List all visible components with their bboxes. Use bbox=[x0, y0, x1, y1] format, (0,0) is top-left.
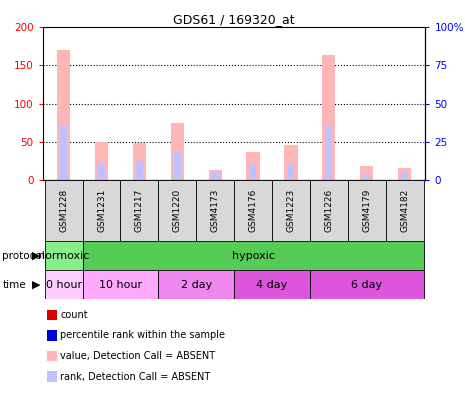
Bar bbox=[250, 164, 257, 180]
Text: rank, Detection Call = ABSENT: rank, Detection Call = ABSENT bbox=[60, 371, 211, 382]
Bar bbox=[287, 164, 294, 180]
Bar bbox=[45, 241, 83, 270]
Title: GDS61 / 169320_at: GDS61 / 169320_at bbox=[173, 13, 295, 26]
Bar bbox=[348, 180, 385, 241]
Text: GSM1226: GSM1226 bbox=[325, 189, 333, 232]
Bar bbox=[385, 180, 424, 241]
Text: time: time bbox=[2, 280, 26, 289]
Bar bbox=[120, 180, 159, 241]
Bar bbox=[60, 126, 67, 180]
Text: 4 day: 4 day bbox=[256, 280, 288, 289]
Bar bbox=[136, 162, 143, 180]
Text: GSM4173: GSM4173 bbox=[211, 189, 219, 232]
Bar bbox=[171, 124, 184, 180]
Bar bbox=[326, 126, 332, 180]
Bar bbox=[360, 166, 373, 180]
Bar bbox=[57, 50, 70, 180]
Text: percentile rank within the sample: percentile rank within the sample bbox=[60, 330, 226, 341]
Bar bbox=[363, 174, 370, 180]
Bar bbox=[208, 170, 222, 180]
Text: 10 hour: 10 hour bbox=[99, 280, 142, 289]
Bar bbox=[98, 164, 105, 180]
Text: GSM4182: GSM4182 bbox=[400, 189, 409, 232]
Bar bbox=[83, 180, 120, 241]
Text: ▶: ▶ bbox=[32, 251, 40, 261]
Bar bbox=[322, 55, 335, 180]
Text: GSM1223: GSM1223 bbox=[286, 189, 295, 232]
Bar bbox=[398, 168, 411, 180]
Text: GSM1228: GSM1228 bbox=[59, 189, 68, 232]
Bar bbox=[310, 180, 348, 241]
Text: 0 hour: 0 hour bbox=[46, 280, 82, 289]
Text: GSM4179: GSM4179 bbox=[362, 189, 371, 232]
Bar bbox=[83, 241, 424, 270]
Text: hypoxic: hypoxic bbox=[232, 251, 274, 261]
Bar bbox=[45, 270, 83, 299]
Text: 2 day: 2 day bbox=[180, 280, 212, 289]
Bar bbox=[246, 152, 260, 180]
Text: count: count bbox=[60, 310, 88, 320]
Bar bbox=[83, 270, 159, 299]
Bar bbox=[95, 142, 108, 180]
Text: protocol: protocol bbox=[2, 251, 45, 261]
Text: 6 day: 6 day bbox=[351, 280, 382, 289]
Bar bbox=[234, 270, 310, 299]
Bar bbox=[310, 270, 424, 299]
Bar bbox=[174, 152, 181, 180]
Bar bbox=[272, 180, 310, 241]
Text: normoxic: normoxic bbox=[38, 251, 89, 261]
Bar bbox=[159, 180, 196, 241]
Bar bbox=[159, 270, 234, 299]
Text: value, Detection Call = ABSENT: value, Detection Call = ABSENT bbox=[60, 351, 216, 361]
Text: GSM1231: GSM1231 bbox=[97, 189, 106, 232]
Bar bbox=[133, 143, 146, 180]
Bar bbox=[234, 180, 272, 241]
Bar bbox=[196, 180, 234, 241]
Bar bbox=[45, 180, 83, 241]
Text: ▶: ▶ bbox=[32, 280, 40, 289]
Bar bbox=[401, 172, 408, 180]
Text: GSM1217: GSM1217 bbox=[135, 189, 144, 232]
Text: GSM4176: GSM4176 bbox=[249, 189, 258, 232]
Bar bbox=[284, 145, 298, 180]
Bar bbox=[212, 171, 219, 180]
Text: GSM1220: GSM1220 bbox=[173, 189, 182, 232]
